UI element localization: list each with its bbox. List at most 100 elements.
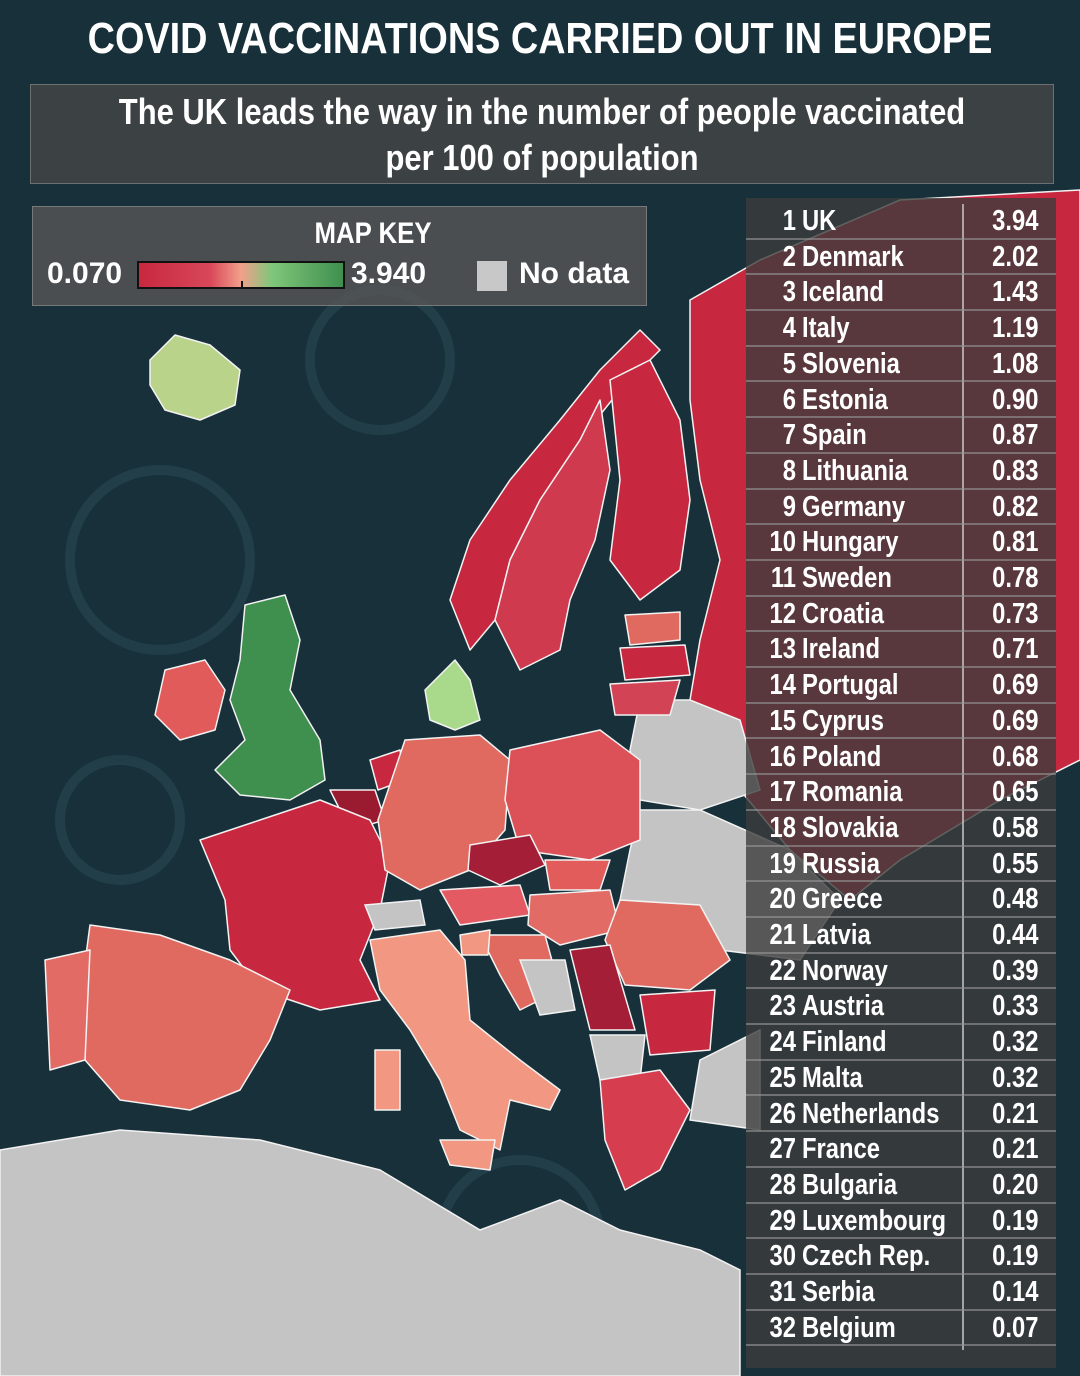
table-row: 31 Serbia 0.14 bbox=[746, 1275, 1056, 1311]
table-row: 20 Greece 0.48 bbox=[746, 882, 1056, 918]
row-value: 0.55 bbox=[991, 847, 1038, 880]
table-row: 25 Malta 0.32 bbox=[746, 1061, 1056, 1097]
country-uk bbox=[214, 594, 326, 801]
country-france bbox=[199, 799, 391, 1011]
row-rank: 32 bbox=[769, 1311, 796, 1344]
row-country: Serbia bbox=[802, 1276, 875, 1308]
table-row: 32 Belgium 0.07 bbox=[746, 1311, 1056, 1347]
row-country: Poland bbox=[802, 740, 882, 773]
table-row: 3 Iceland 1.43 bbox=[746, 275, 1056, 312]
row-value: 0.65 bbox=[991, 776, 1038, 809]
row-country: Greece bbox=[802, 883, 883, 916]
country-bosnia-nodata bbox=[518, 959, 576, 1016]
country-czech bbox=[467, 834, 546, 886]
row-rank: 21 bbox=[769, 919, 796, 951]
no-data-label: No data bbox=[519, 257, 630, 290]
table-row: 24 Finland 0.32 bbox=[746, 1025, 1056, 1061]
country-austria bbox=[439, 884, 531, 926]
row-value: 0.32 bbox=[991, 1061, 1038, 1094]
row-value: 1.19 bbox=[991, 312, 1038, 345]
table-row: 7 Spain 0.87 bbox=[746, 418, 1056, 454]
row-country: Romania bbox=[802, 776, 903, 809]
subtitle-line-2: per 100 of population bbox=[385, 137, 699, 178]
row-rank: 11 bbox=[770, 562, 796, 594]
country-switzerland-nodata bbox=[363, 899, 426, 931]
row-rank: 1 bbox=[782, 205, 796, 237]
row-rank: 14 bbox=[769, 669, 796, 702]
row-rank: 27 bbox=[769, 1133, 796, 1166]
row-country: Croatia bbox=[802, 597, 884, 630]
table-row: 15 Cyprus 0.69 bbox=[746, 704, 1056, 740]
row-value: 3.94 bbox=[991, 205, 1038, 237]
country-serbia bbox=[569, 944, 636, 1031]
country-slovakia bbox=[544, 859, 611, 891]
row-value: 0.82 bbox=[991, 490, 1038, 523]
country-iceland bbox=[149, 334, 241, 421]
row-country: Ireland bbox=[802, 633, 880, 666]
country-romania bbox=[604, 899, 731, 991]
row-value: 0.44 bbox=[991, 919, 1038, 951]
row-country: Slovenia bbox=[802, 347, 900, 380]
country-lithuania bbox=[609, 679, 681, 716]
row-rank: 20 bbox=[769, 883, 796, 916]
row-rank: 15 bbox=[769, 704, 796, 737]
table-row: 22 Norway 0.39 bbox=[746, 954, 1056, 990]
map-key-title: MAP KEY bbox=[314, 217, 432, 250]
table-row: 30 Czech Rep. 0.19 bbox=[746, 1239, 1056, 1275]
row-rank: 2 bbox=[782, 240, 796, 273]
row-rank: 8 bbox=[782, 454, 796, 487]
row-rank: 28 bbox=[769, 1168, 796, 1201]
row-country: Luxembourg bbox=[802, 1204, 947, 1237]
row-country: Austria bbox=[802, 990, 884, 1023]
row-value: 1.43 bbox=[991, 276, 1038, 309]
row-country: Estonia bbox=[802, 383, 888, 416]
row-value: 0.14 bbox=[991, 1276, 1038, 1308]
table-row: 4 Italy 1.19 bbox=[746, 311, 1056, 347]
row-value: 0.48 bbox=[991, 883, 1038, 916]
page-title: COVID VACCINATIONS CARRIED OUT IN EUROPE bbox=[87, 14, 993, 63]
row-rank: 16 bbox=[769, 740, 796, 773]
table-row: 2 Denmark 2.02 bbox=[746, 240, 1056, 276]
row-value: 0.20 bbox=[991, 1168, 1038, 1201]
country-sardinia bbox=[374, 1049, 401, 1111]
row-value: 0.68 bbox=[991, 740, 1038, 773]
table-row: 23 Austria 0.33 bbox=[746, 989, 1056, 1026]
row-rank: 30 bbox=[769, 1240, 796, 1273]
row-country: Hungary bbox=[802, 526, 899, 559]
country-portugal bbox=[44, 949, 91, 1071]
row-value: 0.69 bbox=[991, 669, 1038, 702]
row-country: UK bbox=[802, 205, 837, 237]
table-row: 14 Portugal 0.69 bbox=[746, 668, 1056, 704]
no-data-swatch bbox=[477, 261, 507, 291]
table-row: 9 Germany 0.82 bbox=[746, 490, 1056, 526]
row-rank: 24 bbox=[769, 1026, 796, 1059]
row-country: Netherlands bbox=[802, 1097, 940, 1130]
row-rank: 9 bbox=[782, 490, 796, 523]
row-rank: 19 bbox=[769, 847, 796, 880]
country-poland bbox=[504, 729, 641, 861]
table-column-divider bbox=[962, 204, 964, 1350]
country-bulgaria bbox=[639, 989, 716, 1056]
country-italy bbox=[369, 929, 561, 1151]
row-value: 0.69 bbox=[991, 704, 1038, 737]
row-rank: 10 bbox=[769, 526, 796, 559]
row-value: 2.02 bbox=[991, 240, 1038, 273]
row-rank: 22 bbox=[769, 954, 796, 987]
row-value: 0.07 bbox=[991, 1311, 1038, 1344]
country-latvia bbox=[619, 644, 691, 681]
table-row: 27 France 0.21 bbox=[746, 1132, 1056, 1168]
row-country: Germany bbox=[802, 490, 906, 523]
table-row: 1 UK 3.94 bbox=[746, 204, 1056, 240]
table-row: 5 Slovenia 1.08 bbox=[746, 347, 1056, 383]
row-rank: 18 bbox=[769, 811, 796, 844]
row-country: Slovakia bbox=[802, 811, 899, 844]
table-row: 10 Hungary 0.81 bbox=[746, 525, 1056, 561]
row-country: Finland bbox=[802, 1026, 887, 1059]
country-ireland bbox=[154, 659, 226, 741]
row-rank: 13 bbox=[769, 633, 796, 666]
row-country: Sweden bbox=[802, 562, 892, 594]
table-row: 29 Luxembourg 0.19 bbox=[746, 1204, 1056, 1240]
row-rank: 23 bbox=[769, 990, 796, 1023]
row-value: 0.21 bbox=[991, 1097, 1038, 1130]
north-africa-nodata bbox=[0, 1129, 741, 1376]
